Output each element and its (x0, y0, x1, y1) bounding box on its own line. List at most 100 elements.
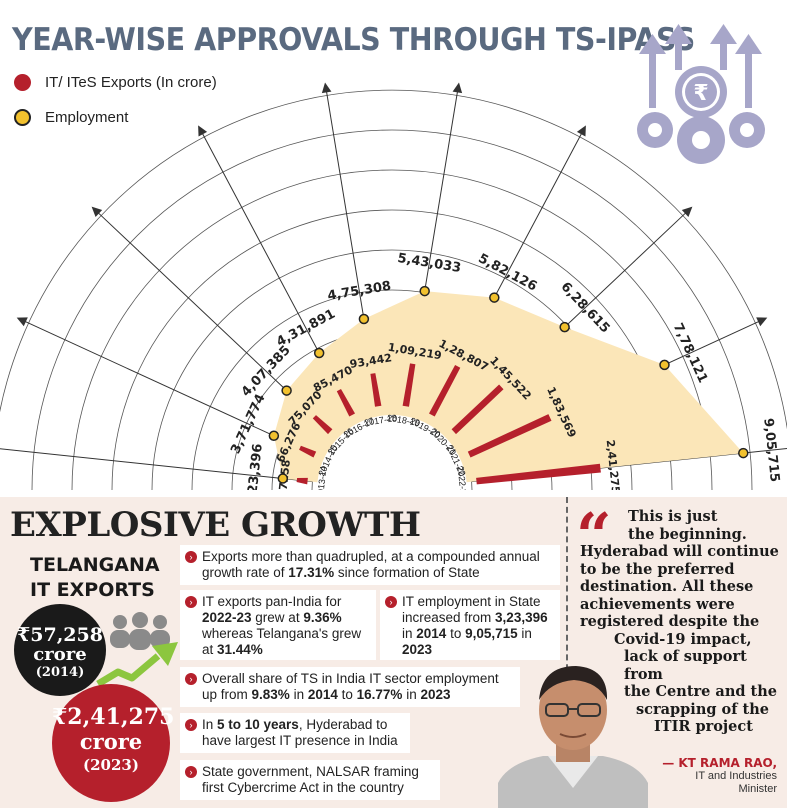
people-icon (110, 612, 170, 650)
b4-bold-3: 16.77% (356, 687, 403, 702)
exports-2014-value: ₹57,258 (17, 624, 103, 646)
exports-2014-badge: ₹57,258 crore (2014) (14, 604, 106, 696)
b4-bold-1: 9.83% (251, 687, 290, 702)
telangana-line-1: TELANGANA (30, 554, 160, 576)
author-role-2: Minister (738, 783, 777, 795)
bullet-employment: › IT employment in State increased from … (380, 590, 560, 660)
bullet-share: › Overall share of TS in India IT sector… (180, 667, 520, 707)
export-bar (451, 384, 504, 435)
bullet-cybercrime: › State government, NALSAR framing first… (180, 760, 440, 800)
b5-text: In (202, 717, 218, 732)
quote-author: — KT RAMA RAO, IT and Industries Ministe… (662, 756, 777, 796)
quote-block: This is just the beginning. Hyderabad will… (580, 508, 780, 736)
employment-value-label: 4,75,308 (326, 279, 392, 304)
panel-headline: EXPLOSIVE GROWTH (10, 505, 421, 545)
b2-bold-1: 2022-23 (202, 610, 252, 625)
b4-text-3: to (337, 687, 357, 702)
exports-2023-year: (2023) (83, 756, 139, 774)
b2-bold-3: 31.44% (217, 642, 263, 657)
bullet-icon: › (385, 596, 397, 608)
exports-2014-year: (2014) (35, 665, 85, 680)
employment-point (281, 385, 292, 396)
b5-bold: 5 to 10 years (217, 717, 299, 732)
legend-exports-swatch (14, 74, 31, 91)
bullet-pan-india: › IT exports pan-India for 2022-23 grew … (180, 590, 376, 660)
b3-bold-4: 2023 (402, 642, 433, 657)
b3-bold-3: 9,05,715 (465, 626, 518, 641)
employment-fill (273, 291, 744, 483)
employment-point (738, 447, 749, 459)
export-bar (370, 373, 382, 407)
legend-employment-swatch (14, 109, 31, 126)
author-name: — KT RAMA RAO, (662, 756, 777, 770)
employment-point (313, 347, 325, 359)
quote-line: to be the preferred (580, 560, 735, 578)
svg-text:₹: ₹ (693, 81, 708, 106)
quote-line: the Centre and the (624, 683, 778, 700)
b3-text: IT employment in State increased from (402, 594, 541, 625)
b2-text-2: grew at (251, 610, 304, 625)
b4-text: Overall share of TS in India IT sector e… (202, 671, 499, 702)
export-value-label: 2,41,275 (604, 439, 623, 490)
employment-value-label: 3,23,396 (244, 443, 266, 490)
grid-arc (31, 129, 753, 490)
author-role-1: IT and Industries (695, 770, 777, 782)
rupee-gears-icon: ₹ (637, 24, 765, 164)
export-bar (312, 415, 333, 435)
chart-title: YEAR-WISE APPROVALS THROUGH TS-IPASS (12, 22, 695, 58)
b4-bold-2: 2014 (307, 687, 338, 702)
quote-line: Covid-19 impact, (614, 630, 752, 648)
bullet-icon: › (185, 673, 197, 685)
employment-point (277, 473, 289, 484)
bullet-icon: › (185, 766, 197, 778)
grid-arc (0, 89, 787, 431)
minister-portrait (498, 666, 648, 808)
quote-line: This is just (628, 508, 718, 525)
telangana-heading: TELANGANA IT EXPORTS (30, 553, 160, 603)
quote-line: scrapping of the (636, 700, 769, 718)
b1-text-2: since formation of State (334, 565, 480, 580)
employment-value-label: 7,78,121 (670, 321, 710, 386)
ray-arrowhead (452, 82, 463, 94)
bullet-icon: › (185, 596, 197, 608)
b3-text-3: to (446, 626, 466, 641)
legend-employment: Employment (14, 109, 128, 126)
export-bar (402, 363, 416, 407)
quote-line: lack of support from (624, 648, 747, 683)
b6-text: State government, NALSAR framing first C… (202, 764, 419, 795)
exports-2014-unit: crore (33, 644, 87, 665)
employment-value-label: 5,82,126 (476, 251, 540, 294)
divider (566, 497, 568, 808)
ray-arrowhead (756, 317, 768, 327)
bullet-icon: › (185, 719, 197, 731)
quote-line: Hyderabad will continue (580, 543, 779, 560)
ray-arrowhead (321, 82, 332, 94)
employment-point (559, 321, 570, 333)
b2-bold-2: 9.36% (303, 610, 342, 625)
quote-line: the beginning. (628, 525, 747, 543)
employment-point (268, 430, 280, 441)
year-tick-label: 2022-23 (456, 466, 469, 490)
employment-area (273, 291, 744, 483)
legend-employment-label: Employment (45, 109, 129, 126)
export-bar (467, 414, 552, 458)
b4-bold-4: 2023 (420, 687, 451, 702)
employment-point (358, 313, 370, 325)
b3-bold-2: 2014 (416, 626, 447, 641)
ray-arrowhead (16, 317, 28, 327)
employment-point (419, 285, 430, 297)
exports-2023-value: ₹2,41,275 (52, 704, 175, 730)
exports-2023-badge: ₹2,41,275 crore (2023) (52, 684, 175, 802)
radial-chart: 572582013-1466,2762014-1575,0702015-1685… (0, 82, 787, 490)
b1-bold: 17.31% (288, 565, 335, 580)
growth-arrow-icon (96, 642, 178, 688)
ray-arrowhead (681, 206, 693, 217)
exports-2023-unit: crore (79, 729, 143, 754)
bullet-exports-growth: › Exports more than quadrupled, at a com… (180, 545, 560, 585)
b3-bold-1: 3,23,396 (495, 610, 548, 625)
ray-arrowhead (198, 125, 208, 137)
exports-bars (296, 363, 601, 485)
b2-text-3: whereas Telangana's grew at (202, 626, 362, 657)
quote-line: achievements were (580, 595, 735, 613)
employment-value-label: 9,05,715 (760, 417, 782, 482)
